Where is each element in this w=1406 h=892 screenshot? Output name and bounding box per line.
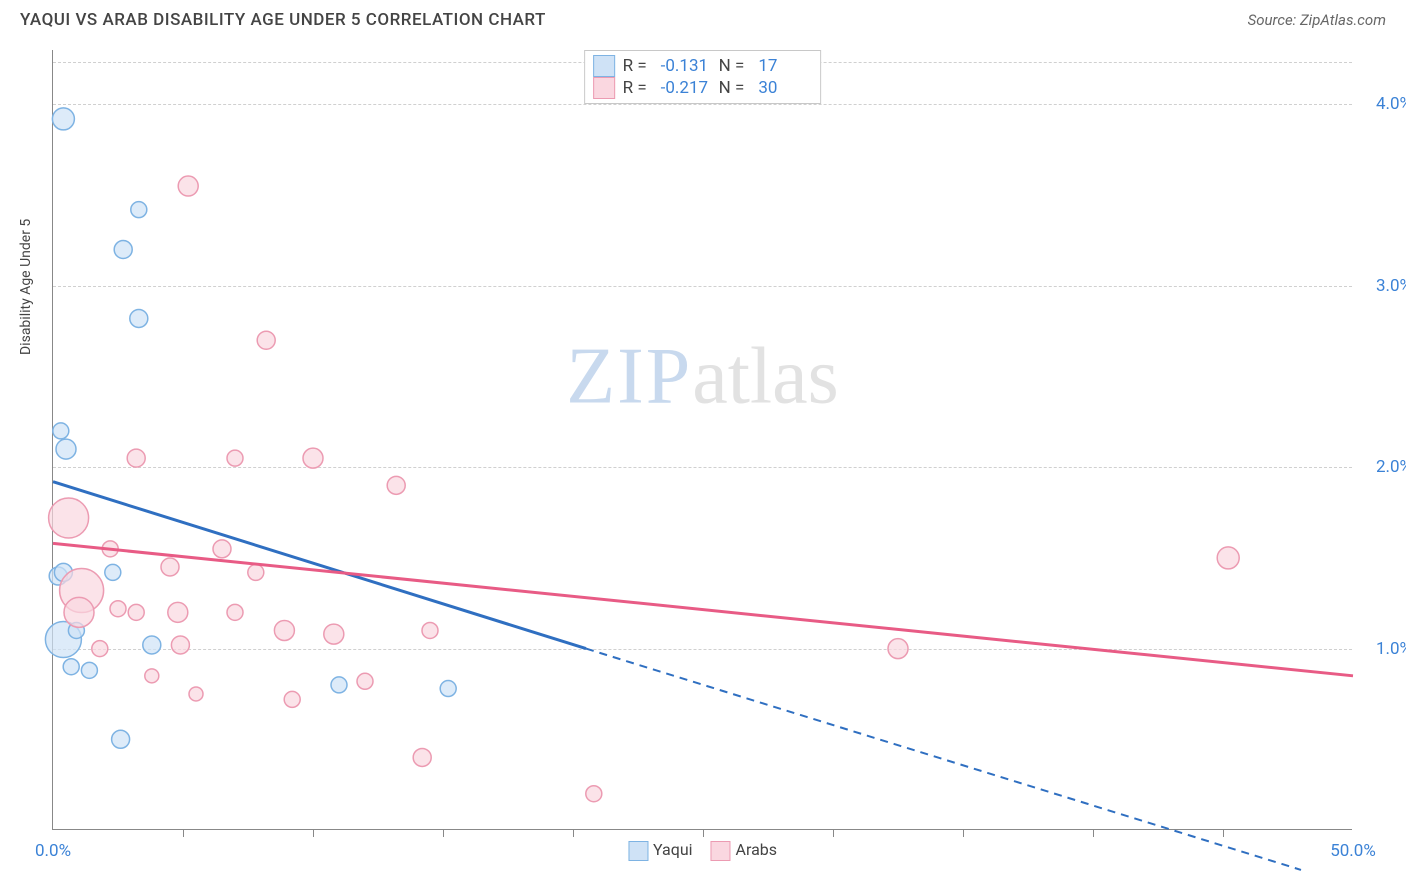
legend-swatch-yaqui [593, 55, 615, 77]
data-point [189, 687, 203, 701]
data-point [387, 476, 405, 494]
r-label: R = [623, 78, 647, 98]
data-point [274, 620, 294, 640]
x-tick [833, 829, 834, 837]
plot-area: ZIPatlas 1.0%2.0%3.0%4.0% 0.0%50.0% R = … [52, 50, 1352, 830]
data-point [227, 450, 243, 466]
data-point [127, 449, 145, 467]
data-point [1217, 547, 1239, 569]
data-point [130, 309, 148, 327]
legend-item: Yaqui [628, 840, 693, 861]
chart-container: Disability Age Under 5 ZIPatlas 1.0%2.0%… [20, 40, 1386, 870]
data-point [178, 176, 198, 196]
data-point [168, 602, 188, 622]
data-point [52, 108, 74, 130]
data-point [92, 641, 108, 657]
data-point [112, 730, 130, 748]
x-tick [313, 829, 314, 837]
data-point [81, 662, 97, 678]
x-tick [703, 829, 704, 837]
series-legend: Yaqui Arabs [628, 840, 777, 861]
data-point [331, 677, 347, 693]
chart-title: YAQUI VS ARAB DISABILITY AGE UNDER 5 COR… [20, 10, 546, 30]
trend-line [53, 482, 586, 649]
data-point [888, 639, 908, 659]
data-point [105, 564, 121, 580]
x-tick-label: 0.0% [35, 841, 71, 861]
data-point [422, 622, 438, 638]
data-point [324, 624, 344, 644]
data-point [56, 439, 76, 459]
data-point [143, 636, 161, 654]
data-point [413, 748, 431, 766]
data-point [64, 597, 94, 627]
data-point [171, 636, 189, 654]
trend-line [53, 543, 1353, 675]
chart-header: YAQUI VS ARAB DISABILITY AGE UNDER 5 COR… [0, 0, 1406, 30]
x-tick [443, 829, 444, 837]
n-label: N = [719, 78, 745, 98]
legend-label: Yaqui [653, 840, 693, 859]
y-tick-label: 4.0% [1376, 94, 1406, 114]
data-point [161, 558, 179, 576]
data-point [357, 673, 373, 689]
chart-source: Source: ZipAtlas.com [1248, 11, 1386, 29]
scatter-plot-svg [53, 50, 1352, 829]
stats-legend: R = -0.131 N = 17 R = -0.217 N = 30 [584, 50, 822, 104]
data-point [128, 604, 144, 620]
data-point [213, 540, 231, 558]
data-point [49, 498, 89, 538]
data-point [53, 423, 69, 439]
data-point [586, 786, 602, 802]
data-point [303, 448, 323, 468]
legend-swatch [628, 841, 648, 861]
data-point [145, 669, 159, 683]
x-tick [963, 829, 964, 837]
stats-legend-row: R = -0.217 N = 30 [593, 77, 809, 99]
y-tick-label: 1.0% [1376, 639, 1406, 659]
n-value-arabs: 30 [758, 78, 808, 98]
n-value-yaqui: 17 [758, 56, 808, 76]
data-point [284, 691, 300, 707]
x-tick [573, 829, 574, 837]
x-tick-label: 50.0% [1330, 841, 1376, 861]
legend-label: Arabs [736, 840, 778, 859]
legend-swatch [711, 841, 731, 861]
stats-legend-row: R = -0.131 N = 17 [593, 55, 809, 77]
x-tick [1223, 829, 1224, 837]
r-label: R = [623, 56, 647, 76]
data-point [110, 601, 126, 617]
data-point [63, 659, 79, 675]
n-label: N = [719, 56, 745, 76]
data-point [131, 202, 147, 218]
y-tick-label: 2.0% [1376, 457, 1406, 477]
legend-swatch-arabs [593, 77, 615, 99]
data-point [440, 681, 456, 697]
y-tick-label: 3.0% [1376, 276, 1406, 296]
x-tick [183, 829, 184, 837]
data-point [248, 564, 264, 580]
legend-item: Arabs [711, 840, 778, 861]
y-axis-label: Disability Age Under 5 [18, 219, 34, 355]
data-point [227, 604, 243, 620]
r-value-arabs: -0.217 [661, 78, 711, 98]
trend-line-extrapolated [586, 649, 1301, 870]
data-point [114, 241, 132, 259]
x-tick [1093, 829, 1094, 837]
data-point [257, 331, 275, 349]
r-value-yaqui: -0.131 [661, 56, 711, 76]
